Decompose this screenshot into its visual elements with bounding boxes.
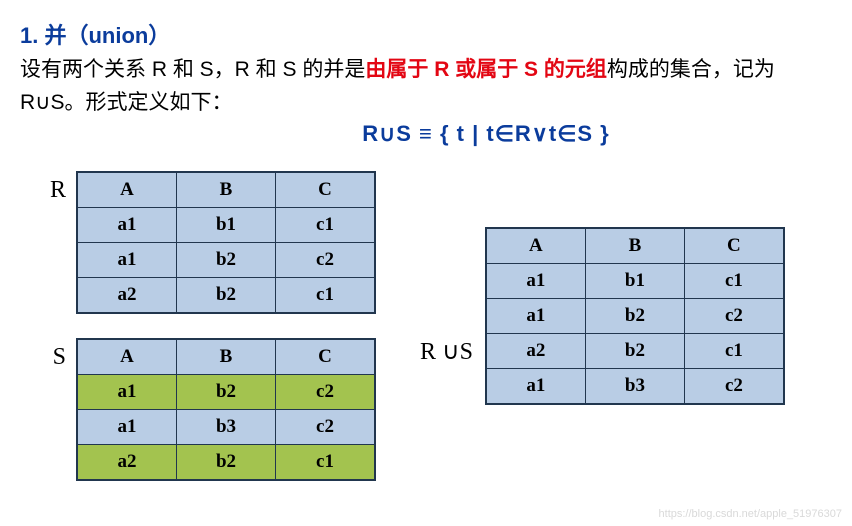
label-rs: R ∪S <box>420 267 485 366</box>
table-row: a2b2c1 <box>77 278 375 314</box>
col-header: B <box>585 228 684 264</box>
col-header: A <box>486 228 586 264</box>
col-header: B <box>177 172 276 208</box>
table-header-row: A B C <box>77 339 375 375</box>
table-row: a2b2c1 <box>486 334 784 369</box>
tables-area: R A B C a1b1c1 a1b2c2 a2b2c1 S A B C <box>20 171 832 481</box>
description: 设有两个关系 R 和 S，R 和 S 的并是由属于 R 或属于 S 的元组构成的… <box>20 54 832 119</box>
col-header: C <box>276 172 376 208</box>
label-s: S <box>20 338 76 371</box>
col-header: C <box>276 339 376 375</box>
table-rs: A B C a1b1c1 a1b2c2 a2b2c1 a1b3c2 <box>485 227 785 405</box>
table-s: A B C a1b2c2 a1b3c2 a2b2c1 <box>76 338 376 481</box>
table-row: a1b2c2 <box>77 243 375 278</box>
desc-highlight: 由属于 R 或属于 S 的元组 <box>365 58 607 81</box>
table-row: a1b3c2 <box>486 369 784 405</box>
col-header: A <box>77 172 177 208</box>
col-header: A <box>77 339 177 375</box>
col-header: B <box>177 339 276 375</box>
table-header-row: A B C <box>77 172 375 208</box>
label-r: R <box>20 171 76 204</box>
desc-pre: 设有两个关系 R 和 S，R 和 S 的并是 <box>20 58 365 81</box>
table-r: A B C a1b1c1 a1b2c2 a2b2c1 <box>76 171 376 314</box>
table-row: a1b1c1 <box>486 264 784 299</box>
table-row: a1b1c1 <box>77 208 375 243</box>
table-row: a2b2c1 <box>77 445 375 481</box>
left-column: R A B C a1b1c1 a1b2c2 a2b2c1 S A B C <box>20 171 420 481</box>
formula: R∪S ≡ { t | t∈R∨t∈S } <box>140 121 832 147</box>
watermark: https://blog.csdn.net/apple_51976307 <box>659 508 842 520</box>
col-header: C <box>684 228 784 264</box>
table-s-wrap: S A B C a1b2c2 a1b3c2 a2b2c1 <box>20 338 420 481</box>
table-header-row: A B C <box>486 228 784 264</box>
section-title: 1. 并（union） <box>20 18 832 50</box>
table-row: a1b3c2 <box>77 410 375 445</box>
table-row: a1b2c2 <box>77 375 375 410</box>
table-row: a1b2c2 <box>486 299 784 334</box>
right-column: R ∪S A B C a1b1c1 a1b2c2 a2b2c1 a1b3c2 <box>420 227 832 405</box>
table-r-wrap: R A B C a1b1c1 a1b2c2 a2b2c1 <box>20 171 420 314</box>
